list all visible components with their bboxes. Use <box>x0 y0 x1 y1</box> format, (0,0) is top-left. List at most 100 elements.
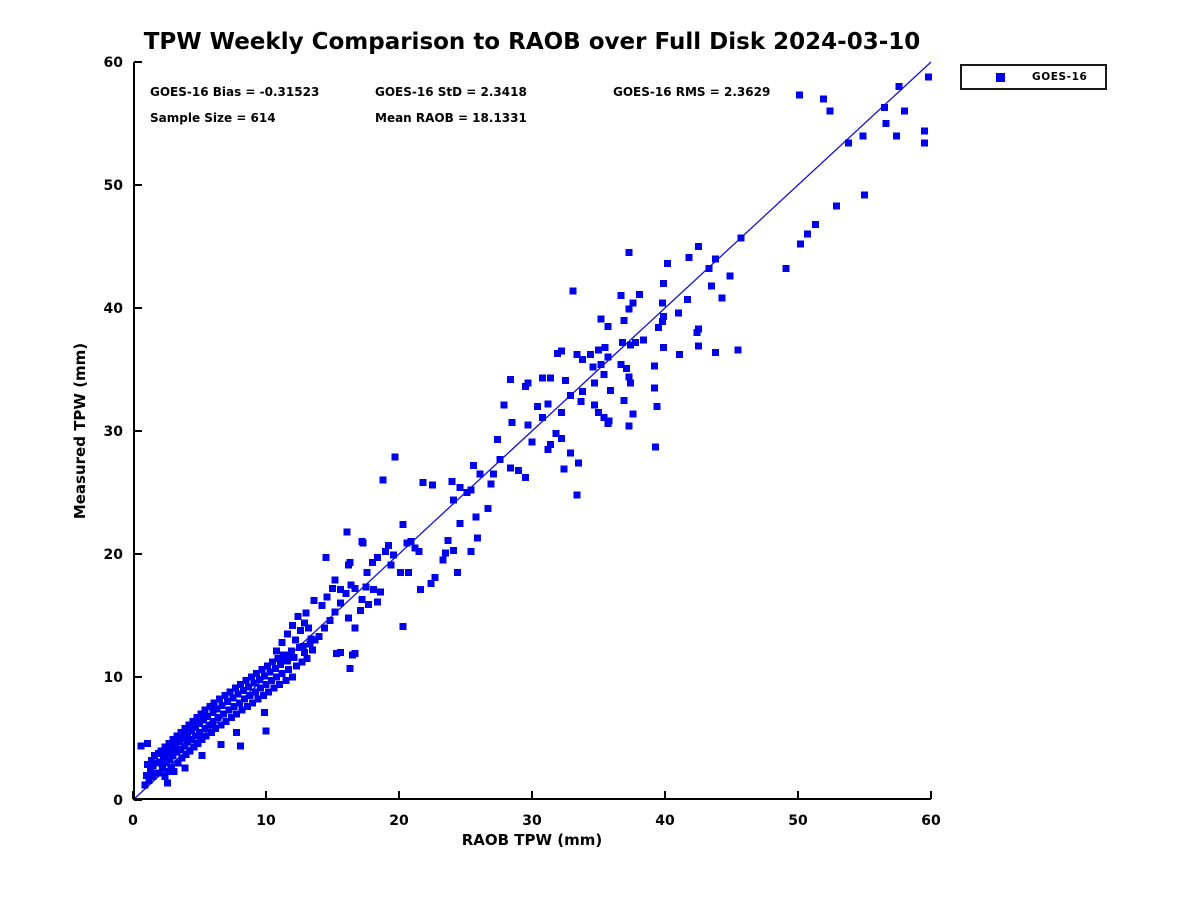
data-point <box>399 520 407 528</box>
data-point <box>305 624 313 632</box>
data-point <box>448 477 456 485</box>
data-point <box>250 679 258 687</box>
data-point <box>243 703 251 711</box>
data-point <box>508 418 516 426</box>
data-point <box>346 664 354 672</box>
data-point <box>658 299 666 307</box>
data-point <box>625 249 633 257</box>
data-point <box>221 691 229 699</box>
data-point <box>712 348 720 356</box>
data-point <box>289 621 297 629</box>
data-point <box>213 705 221 713</box>
data-point <box>253 669 261 677</box>
data-point <box>469 461 477 469</box>
data-point <box>267 677 275 685</box>
data-point <box>382 548 390 556</box>
data-point <box>178 754 186 762</box>
data-point <box>242 677 250 685</box>
y-tick-label: 30 <box>104 424 124 440</box>
data-point <box>231 684 239 692</box>
stat-sample-size: Sample Size = 614 <box>150 111 276 125</box>
data-point <box>597 315 605 323</box>
data-point <box>336 599 344 607</box>
y-tick-label: 50 <box>104 178 124 194</box>
data-point <box>182 750 190 758</box>
data-point <box>419 479 427 487</box>
data-point <box>718 294 726 302</box>
data-point <box>188 727 196 735</box>
data-point <box>278 669 286 677</box>
data-point <box>293 662 301 670</box>
data-point <box>342 589 350 597</box>
data-point <box>507 375 515 383</box>
data-point <box>473 534 481 542</box>
data-point <box>442 549 450 557</box>
data-point <box>290 653 298 661</box>
data-point <box>664 260 672 268</box>
stat-std: GOES-16 StD = 2.3418 <box>375 85 527 99</box>
data-point <box>161 743 169 751</box>
data-point <box>263 662 271 670</box>
data-point <box>472 513 480 521</box>
data-point <box>660 279 668 287</box>
data-point <box>145 776 153 784</box>
data-point <box>266 668 274 676</box>
data-point <box>298 658 306 666</box>
data-point <box>595 409 602 417</box>
data-point <box>237 742 245 750</box>
data-point <box>247 673 255 681</box>
data-point <box>269 658 277 666</box>
data-point <box>215 695 223 703</box>
data-point <box>156 758 164 766</box>
data-point <box>652 443 660 451</box>
data-point <box>600 413 608 421</box>
data-point <box>209 709 217 717</box>
data-point <box>323 593 331 601</box>
data-point <box>192 732 200 740</box>
data-point <box>577 397 585 405</box>
data-point <box>219 710 227 718</box>
data-point <box>575 459 583 467</box>
data-point <box>561 377 569 385</box>
data-point <box>489 470 497 478</box>
data-point <box>251 688 259 696</box>
data-point <box>797 240 805 248</box>
data-point <box>629 410 637 418</box>
data-point <box>246 691 254 699</box>
data-point <box>811 220 819 228</box>
data-point <box>164 779 172 787</box>
data-point <box>362 583 370 591</box>
data-point <box>199 716 207 724</box>
data-point <box>463 489 471 496</box>
data-point <box>379 476 387 484</box>
data-point <box>500 401 508 409</box>
data-point <box>181 764 189 772</box>
data-point <box>351 584 359 592</box>
data-point <box>487 480 495 488</box>
data-point <box>617 292 625 300</box>
data-point <box>194 739 202 747</box>
data-point <box>283 630 291 638</box>
data-point <box>618 338 626 346</box>
data-point <box>444 536 452 544</box>
data-point <box>262 727 270 735</box>
data-point <box>407 538 415 546</box>
x-tick-label: 10 <box>256 813 276 829</box>
data-point <box>705 265 713 273</box>
data-point <box>226 688 234 696</box>
data-point <box>450 496 458 504</box>
data-point <box>693 329 701 337</box>
data-point <box>336 648 344 656</box>
y-tick-label: 20 <box>104 547 124 563</box>
data-point <box>254 695 262 703</box>
stat-rms: GOES-16 RMS = 2.3629 <box>613 85 771 99</box>
data-point <box>521 474 529 482</box>
data-point <box>218 701 226 709</box>
data-point <box>285 666 293 674</box>
data-point <box>164 768 172 776</box>
data-point <box>515 466 523 474</box>
data-point <box>310 597 318 605</box>
x-tick-label: 30 <box>522 813 542 829</box>
data-point <box>591 379 599 387</box>
